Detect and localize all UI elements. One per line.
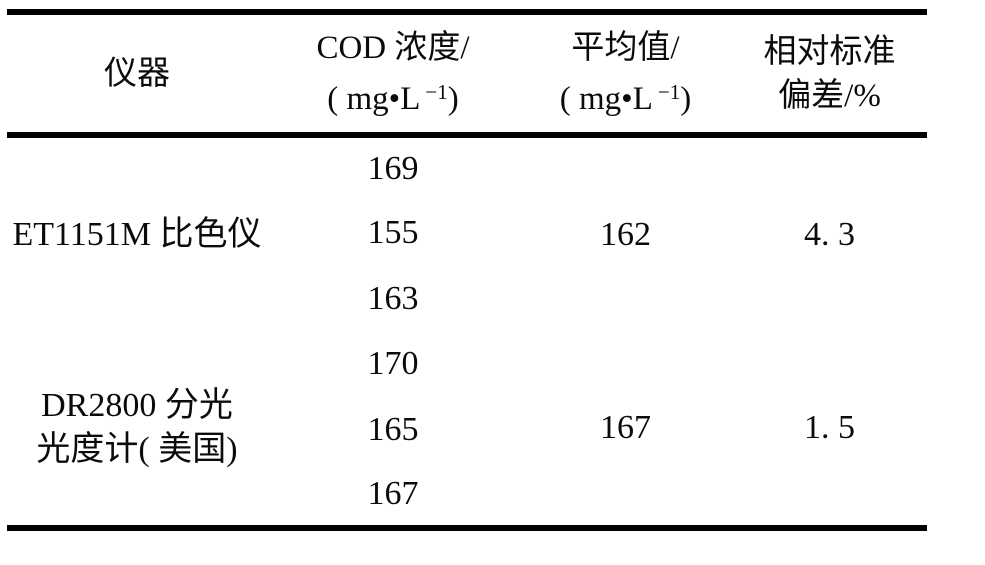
- group-dr2800: DR2800 分光 光度计( 美国) 170 167 1. 5 165 167: [7, 332, 927, 529]
- header-average-unit-exponent: −1: [657, 80, 681, 104]
- header-average: 平均值/ ( mg•L −1): [519, 12, 732, 135]
- instrument-name-line1: ET1151M 比色仪: [12, 215, 262, 253]
- instrument-name-line1: DR2800 分光: [41, 387, 233, 425]
- instrument-name-cell: DR2800 分光 光度计( 美国): [7, 332, 267, 529]
- header-cod-unit-suffix: ): [447, 81, 459, 117]
- header-average-label: 平均值/: [571, 30, 680, 66]
- table-header-row: 仪器 COD 浓度/ ( mg•L −1) 平均值/ ( mg•L −1) 相对标准…: [7, 12, 927, 135]
- table-row: ET1151M 比色仪 169 162 4. 3: [7, 135, 927, 253]
- header-cod-label: COD 浓度/: [316, 30, 470, 66]
- header-rsd: 相对标准 偏差/%: [732, 12, 927, 135]
- table-row: 163: [7, 266, 927, 332]
- header-cod-unit-exponent: −1: [425, 80, 448, 104]
- cod-value-cell: 155: [367, 214, 419, 252]
- average-value-cell: 162: [600, 215, 651, 253]
- instrument-name-line2: 光度计( 美国): [36, 431, 238, 469]
- rsd-value-cell: 1. 5: [804, 409, 855, 447]
- cod-value-cell: 165: [367, 410, 419, 448]
- header-rsd-label-line1: 相对标准: [763, 33, 896, 70]
- cod-value-cell: 170: [367, 345, 419, 383]
- rsd-value-cell: 4. 3: [804, 215, 855, 253]
- cod-value-cell: 163: [367, 279, 419, 317]
- header-instrument: 仪器: [7, 12, 267, 135]
- group-et1151m: ET1151M 比色仪 169 162 4. 3 155 163: [7, 135, 927, 332]
- header-average-unit-prefix: ( mg•L: [559, 81, 653, 117]
- cod-comparison-table: 仪器 COD 浓度/ ( mg•L −1) 平均值/ ( mg•L −1) 相对标准…: [7, 9, 927, 531]
- header-cod-unit: ( mg•L −1): [267, 70, 519, 121]
- header-average-unit-suffix: ): [680, 81, 692, 117]
- cod-value-cell: 167: [367, 474, 419, 512]
- table-row: 165: [7, 397, 927, 463]
- header-cod-concentration: COD 浓度/ ( mg•L −1): [267, 12, 519, 135]
- table-row: 167: [7, 463, 927, 529]
- average-value-cell: 167: [600, 409, 651, 447]
- header-instrument-label: 仪器: [104, 55, 170, 92]
- header-average-unit: ( mg•L −1): [519, 70, 732, 121]
- header-cod-unit-prefix: ( mg•L: [327, 81, 421, 117]
- header-rsd-label-line2: 偏差/%: [778, 77, 881, 114]
- cod-value-cell: 169: [367, 150, 419, 188]
- table-row: 155: [7, 201, 927, 267]
- instrument-name-cell: ET1151M 比色仪: [7, 135, 267, 332]
- table-row: DR2800 分光 光度计( 美国) 170 167 1. 5: [7, 332, 927, 468]
